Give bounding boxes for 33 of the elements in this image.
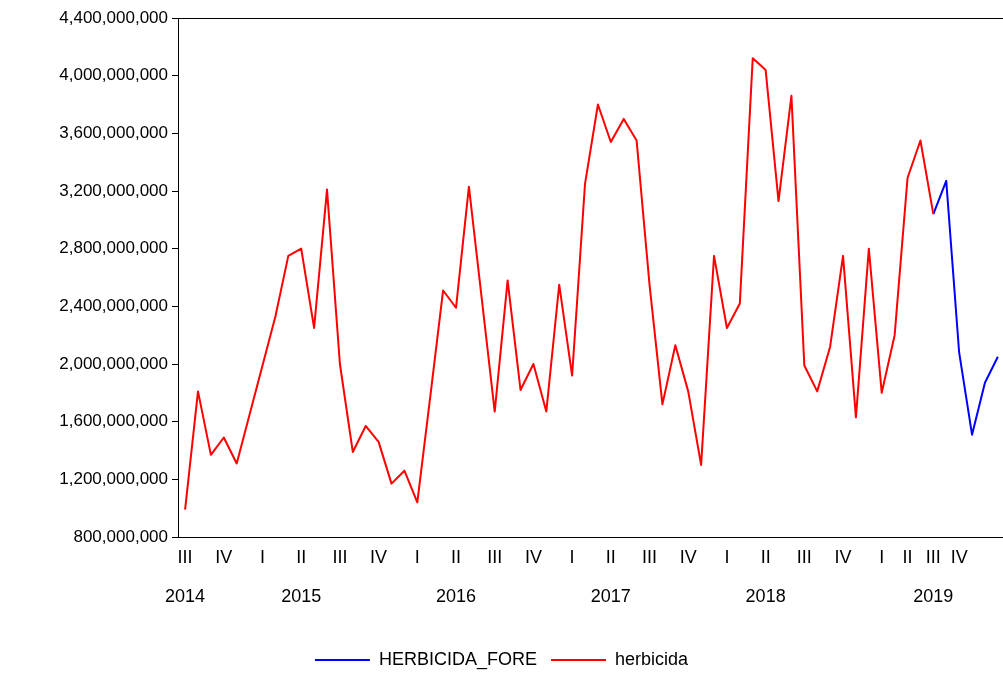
y-tick-label: 2,000,000,000 [59,353,168,373]
x-tick-label: IV [524,546,542,567]
x-tick-label: IV [215,546,233,567]
x-tick-label: I [569,546,575,567]
legend-label: HERBICIDA_FORE [378,648,537,670]
x-tick-label: I [259,546,266,567]
x-tick-label: III 2014 [165,546,206,607]
x-tick-label: IV [834,546,852,567]
y-tick-label: 2,800,000,000 [59,238,168,258]
x-tick-label: III [332,546,348,567]
x-tick-label: I [879,546,885,567]
x-tick-label: II 2017 [590,546,631,607]
x-tick-label: I [724,546,730,567]
y-tick-label: 4,400,000,000 [59,7,168,27]
x-tick-label: II 2018 [745,546,786,607]
x-tick-label: II 2015 [281,546,322,607]
y-tick-label: 2,400,000,000 [59,296,168,316]
x-tick-label: II [902,546,913,567]
y-tick-label: 1,600,000,000 [59,411,168,431]
x-tick-label: II 2016 [435,546,477,607]
x-tick-label: IV [679,546,697,567]
x-tick-label: III [487,546,503,567]
y-tick-label: 1,200,000,000 [59,469,168,489]
x-tick-label: IV [950,546,968,567]
x-tick-label: III [796,546,812,567]
y-tick-label: 800,000,000 [73,526,168,546]
y-tick-label: 3,600,000,000 [59,123,168,143]
y-tick-label: 4,000,000,000 [59,65,168,85]
x-tick-label: IV [370,546,388,567]
y-tick-label: 3,200,000,000 [59,180,168,200]
x-tick-label: I [414,546,420,567]
x-tick-label: III [642,546,658,567]
legend-label: herbicida [614,648,690,669]
